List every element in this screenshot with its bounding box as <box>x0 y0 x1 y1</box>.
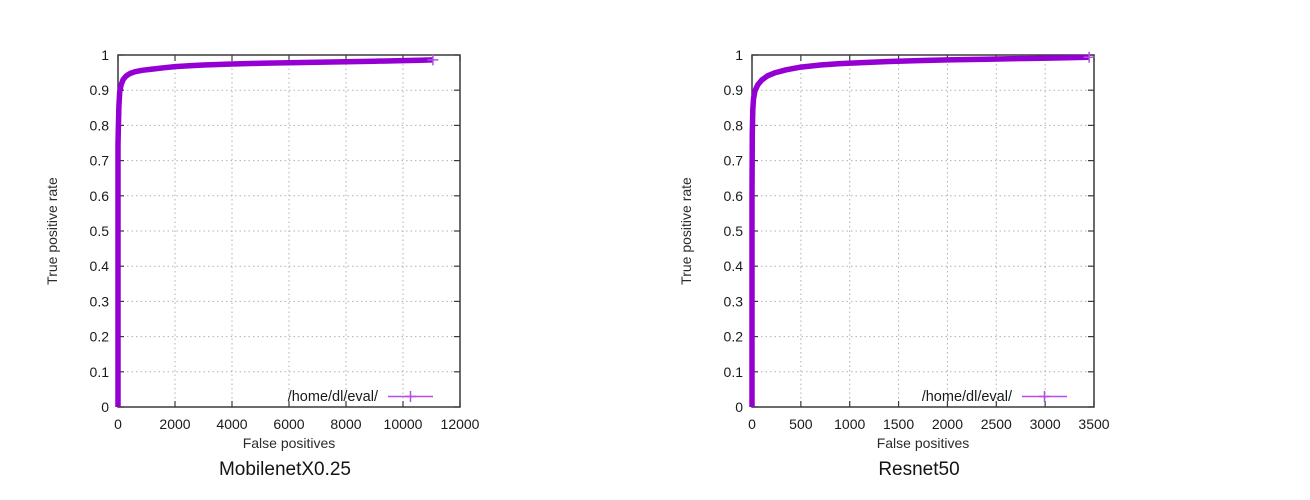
y-tick-label: 0.5 <box>724 223 744 239</box>
x-tick-label: 3000 <box>1030 416 1061 432</box>
x-tick-label: 1500 <box>883 416 914 432</box>
chart-mobilenetx025: 0 2000 4000 6000 8000 10000 12000 0 0.1 0.2 0.3 0.4… <box>0 0 530 500</box>
y-tick-label: 0.2 <box>724 329 744 345</box>
endpoint-plus-marker-icon <box>427 54 439 66</box>
y-tick-label: 0.7 <box>724 153 744 169</box>
y-axis-label: True positive rate <box>678 177 694 285</box>
chart-svg-0: 0 2000 4000 6000 8000 10000 12000 0 0.1 0.2 0.3 0.4… <box>44 47 480 480</box>
x-tick-label: 0 <box>748 416 756 432</box>
y-tick-label: 0.9 <box>724 82 744 98</box>
plot-area: 0 500 1000 1500 2000 2500 3000 3500 0 0.1 0.2 0.3 0.… <box>724 47 1110 432</box>
legend-label: /home/dl/eval/ <box>922 389 1013 405</box>
y-tick-label: 0.7 <box>90 153 110 169</box>
x-tick-label: 4000 <box>216 416 247 432</box>
x-tick-label: 3500 <box>1078 416 1109 432</box>
x-tick-label: 10000 <box>384 416 423 432</box>
x-tick-label: 8000 <box>330 416 361 432</box>
y-tick-label: 0 <box>101 399 109 415</box>
legend-plus-marker-icon <box>405 391 416 402</box>
y-tick-label: 0.8 <box>90 117 110 133</box>
legend-plus-marker-icon <box>1039 391 1050 402</box>
chart-svg-1: 0 500 1000 1500 2000 2500 3000 3500 0 0.1 0.2 0.3 0.… <box>678 47 1110 480</box>
y-axis-label: True positive rate <box>44 177 60 285</box>
y-tick-label: 0.4 <box>724 258 744 274</box>
chart-caption: MobilenetX0.25 <box>219 459 351 480</box>
chart-resnet50: 0 500 1000 1500 2000 2500 3000 3500 0 0.1 0.2 0.3 0.… <box>634 0 1164 500</box>
y-tick-label: 0 <box>735 399 743 415</box>
x-tick-label: 2500 <box>981 416 1012 432</box>
y-tick-label: 0.6 <box>724 188 744 204</box>
endpoint-plus-marker-icon <box>1083 51 1095 63</box>
y-tick-label: 1 <box>101 47 109 63</box>
roc-curve <box>749 54 1090 407</box>
x-tick-label: 2000 <box>159 416 190 432</box>
legend: /home/dl/eval/ <box>922 389 1067 405</box>
y-tick-label: 1 <box>735 47 743 63</box>
y-tick-label: 0.2 <box>90 329 110 345</box>
y-tick-label: 0.1 <box>724 364 744 380</box>
chart-caption: Resnet50 <box>878 459 959 480</box>
x-tick-label: 2000 <box>932 416 963 432</box>
roc-curve <box>115 57 433 407</box>
y-tick-label: 0.3 <box>724 293 744 309</box>
x-tick-label: 12000 <box>441 416 480 432</box>
x-axis-label: False positives <box>243 435 336 451</box>
y-tick-label: 0.6 <box>90 188 110 204</box>
plot-area: 0 2000 4000 6000 8000 10000 12000 0 0.1 0.2 0.3 0.4… <box>90 47 480 432</box>
legend: /home/dl/eval/ <box>288 389 433 405</box>
x-tick-label: 1000 <box>834 416 865 432</box>
y-tick-label: 0.8 <box>724 117 744 133</box>
y-tick-label: 0.5 <box>90 223 110 239</box>
x-tick-label: 500 <box>789 416 813 432</box>
y-tick-label: 0.3 <box>90 293 110 309</box>
x-tick-label: 0 <box>114 416 122 432</box>
y-tick-label: 0.4 <box>90 258 110 274</box>
x-axis-label: False positives <box>877 435 970 451</box>
y-tick-label: 0.1 <box>90 364 110 380</box>
y-tick-label: 0.9 <box>90 82 110 98</box>
x-tick-label: 6000 <box>273 416 304 432</box>
legend-label: /home/dl/eval/ <box>288 389 379 405</box>
